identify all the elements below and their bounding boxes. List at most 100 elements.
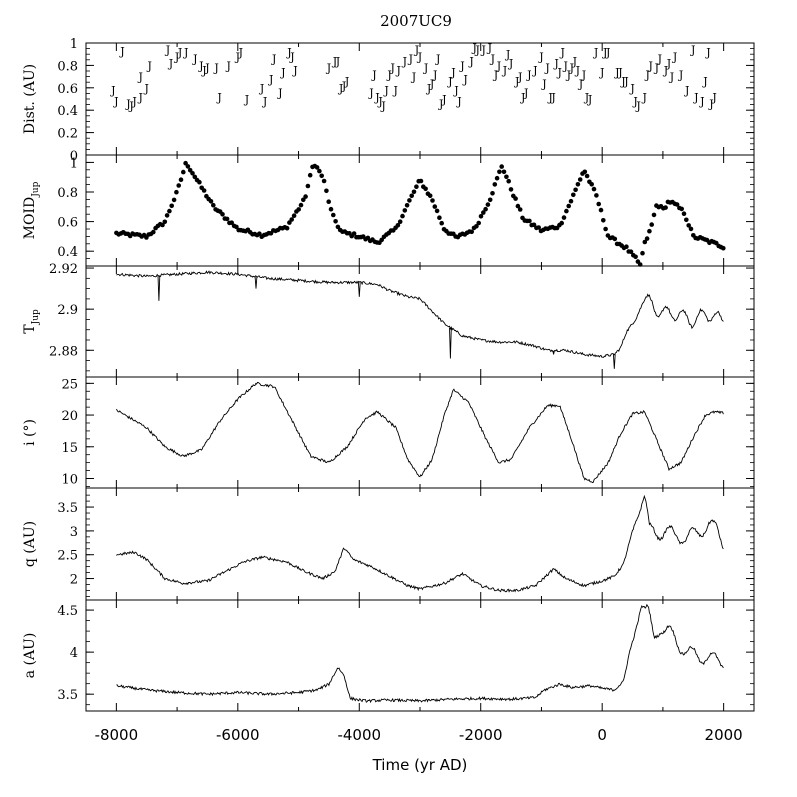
moid-point [501,169,507,175]
dist-point: J [575,64,580,77]
moid-point [296,207,302,212]
moid-point [229,220,234,225]
dist-point: J [417,50,422,63]
moid-point [402,208,408,213]
dist-point: J [632,95,637,108]
dist-point: J [526,68,531,81]
dist-point: J [335,55,340,68]
y-tick-label: 2.9 [57,303,78,318]
dist-point: J [332,55,337,68]
dist-point: J [262,95,267,108]
dist-point: J [684,84,689,97]
moid-point [160,222,165,228]
x-tick-label: -6000 [216,726,260,744]
moid-point [224,216,230,222]
moid-point [423,186,428,192]
dist-point: J [620,75,625,88]
dist-point: J [119,45,124,58]
moid-point [674,202,680,207]
moid-point [220,212,225,217]
y-tick-label: 0.8 [57,186,78,201]
moid-point [397,219,403,224]
dist-point: J [547,91,552,104]
dist-point: J [593,46,598,59]
dist-point: J [520,91,525,104]
moid-point [351,231,357,236]
moid-point [321,178,327,184]
moid-point [527,218,532,224]
dist-point: J [663,64,668,77]
chart-title: 2007UC9 [380,12,452,30]
moid-point [201,188,207,193]
moid-point [644,236,650,241]
moid-point [568,198,574,204]
dist-point: J [474,44,479,57]
moid-point [649,222,654,227]
dist-point: J [599,66,604,79]
moid-point [176,183,181,188]
dist-point: J [383,84,388,97]
moid-point [596,201,601,207]
moid-point [573,187,578,193]
moid-point [642,239,648,245]
dist-point: J [441,93,446,106]
dist-point: J [459,59,464,72]
dist-point: J [165,44,170,57]
x-tick-label: -8000 [95,726,139,744]
dist-point: J [629,82,634,95]
dist-point: J [641,91,646,104]
dist-point: J [402,55,407,68]
moid-point [651,212,657,218]
y-axis-label-tjup: TJup [22,309,41,334]
y-tick-label: 3.5 [57,501,78,516]
dist-point: J [435,53,440,66]
dist-point: J [468,55,473,68]
moid-point [478,214,484,219]
dist-point: J [137,91,142,104]
panel-frame [85,376,755,489]
panel-frame [85,265,755,378]
dist-point: J [566,68,571,81]
dist-point: J [678,68,683,81]
moid-point [633,254,638,260]
dist-point: J [392,84,397,97]
dist-point: J [456,95,461,108]
dist-point: J [244,93,249,106]
dist-point: J [581,68,586,81]
dist-point: J [174,50,179,63]
dist-point: J [447,75,452,88]
dist-point: J [614,66,619,79]
moid-point [679,206,684,212]
dist-point: J [657,53,662,66]
panel-incl: 10 15 20 25 i (°) [22,376,755,489]
moid-point [589,182,594,187]
moid-point [513,196,518,201]
moid-point [324,188,329,194]
dist-point: J [493,68,498,81]
panel-frame [85,487,755,601]
dist-point: J [198,59,203,72]
moid-point [531,222,537,228]
moid-point [688,226,694,232]
moid-point [575,182,581,187]
moid-point [211,202,216,208]
dist-point: J [623,75,628,88]
dist-point: J [341,80,346,93]
moid-point [418,178,424,184]
dist-point: J [645,68,650,81]
moid-point [407,198,412,203]
moid-point [333,219,338,224]
dist-point: J [514,75,519,88]
moid-point [487,197,493,203]
dist-point: J [216,91,221,104]
moid-point [686,223,691,228]
moid-point [564,208,569,214]
moid-point [474,224,479,229]
y-axis-label-dist: Dist. (AU) [22,64,38,134]
y-tick-label: 2.92 [49,262,78,277]
moid-point [301,197,306,203]
dist-point: J [371,68,376,81]
dist-point: J [289,50,294,63]
moid-point [284,225,290,231]
